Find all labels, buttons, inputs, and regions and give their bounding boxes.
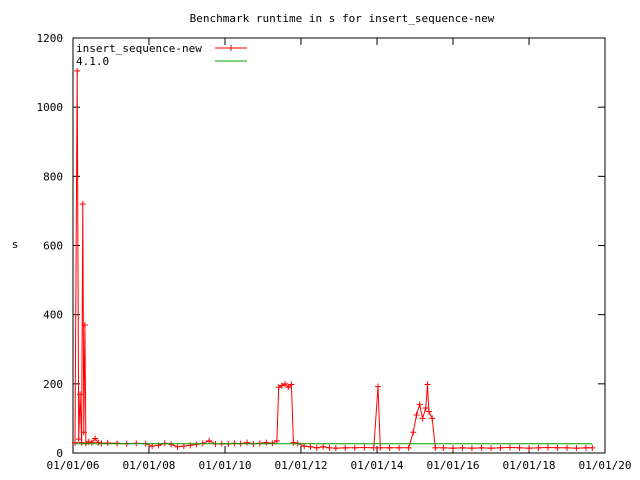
data-point [405,444,412,451]
x-tick-label: 01/01/06 [47,459,100,472]
data-point [410,429,417,436]
data-point [174,443,181,450]
data-point [413,411,420,418]
x-axis: 01/01/06 01/01/08 01/01/10 01/01/12 01/01/14… [47,38,632,472]
data-point [80,429,87,436]
legend-label: 4.1.0 [76,55,109,68]
data-point [81,322,88,329]
data-point [263,439,270,446]
x-tick-label: 01/01/12 [274,459,327,472]
data-point [361,444,368,451]
x-tick-label: 01/01/10 [199,459,252,472]
series-layer [71,67,596,452]
data-point [75,436,82,443]
data-point [95,439,102,446]
data-point [92,435,99,442]
data-point [377,444,384,451]
data-point [478,444,485,451]
x-tick-label: 01/01/18 [503,459,556,472]
data-point [326,444,333,451]
data-point [424,381,431,388]
x-tick-label: 01/01/20 [579,459,632,472]
x-tick-label: 01/01/16 [426,459,479,472]
data-point [459,444,466,451]
data-point [307,443,314,450]
y-tick-label: 1000 [37,101,64,114]
y-tick-label: 600 [43,240,63,253]
data-point [74,67,81,74]
y-tick-label: 0 [56,447,63,460]
data-point [488,445,495,452]
x-tick-label: 01/01/08 [122,459,175,472]
data-point [535,444,542,451]
data-point [573,445,580,452]
data-point [386,444,393,451]
y-tick-label: 800 [43,170,63,183]
data-point [79,201,86,207]
data-point [273,437,280,444]
data-point [468,445,475,452]
data-point [582,444,589,451]
legend-marker [228,45,234,51]
data-point [290,439,297,446]
data-point [244,439,251,446]
y-axis-label: s [12,238,19,251]
data-point [589,444,596,451]
data-point [288,381,295,388]
y-tick-label: 400 [43,309,63,322]
y-tick-label: 200 [43,378,63,391]
data-point [422,405,429,412]
plot-frame [72,37,606,454]
data-point [282,380,289,387]
data-point [425,408,432,415]
data-point [526,445,533,452]
data-point [429,415,436,422]
data-point [342,444,349,451]
x-tick-label: 01/01/14 [351,459,404,472]
data-point [432,444,439,451]
data-point [320,443,327,450]
data-point [313,444,320,451]
y-axis: 0 200 400 600 800 1000 1200 [37,32,605,460]
data-point [275,384,282,391]
data-point [206,437,213,444]
data-point [440,444,447,451]
data-point [168,441,175,448]
data-point [554,444,561,451]
data-point [449,445,456,452]
data-point [332,445,339,452]
data-point [544,444,551,451]
data-point [71,439,78,446]
data-point [104,439,111,446]
data-point [78,439,85,446]
data-point [374,383,381,390]
data-point [516,444,523,451]
data-point [77,391,84,398]
y-tick-label: 1200 [37,32,64,45]
data-point [88,439,95,446]
data-point [370,444,377,451]
data-point [506,444,513,451]
data-point [416,401,423,408]
data-point [497,444,504,451]
data-point [278,382,285,389]
legend-label: insert_sequence-new [76,42,202,55]
chart-title: Benchmark runtime in s for insert_sequen… [190,12,495,25]
data-point [351,444,358,451]
data-point [396,444,403,451]
data-point [419,415,426,422]
data-point [285,384,292,391]
series-line-0 [74,70,593,449]
data-point [564,444,571,451]
data-point [193,441,200,448]
